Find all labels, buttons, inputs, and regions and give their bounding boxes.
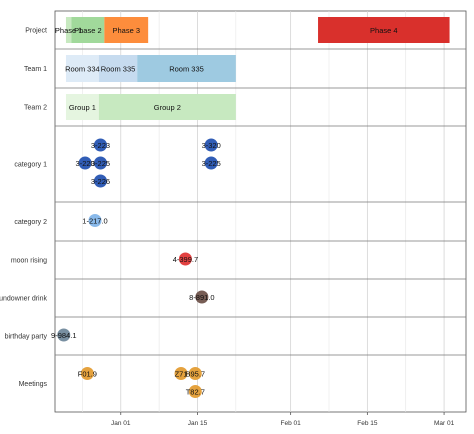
data-point-label: 3-223 (91, 141, 110, 150)
x-tick-label: Jan 01 (111, 420, 131, 427)
data-point-label: B95.7 (185, 370, 205, 379)
data-point (57, 328, 71, 342)
range-bar (65, 94, 99, 120)
range-bar (98, 94, 236, 120)
range-bar-label: Phase 2 (74, 26, 102, 35)
x-tick-label: Jan 15 (188, 420, 208, 427)
data-point (188, 367, 202, 380)
x-tick-label: Feb 15 (357, 420, 378, 427)
range-bar-label: Room 334 (65, 65, 100, 74)
lane-label: Team 2 (24, 105, 47, 112)
range-bar-label: Room 335 (101, 65, 136, 74)
lane-label: moon rising (11, 258, 47, 265)
data-point-label: 8-891.0 (189, 293, 214, 302)
data-point-label: 3-320 (202, 141, 221, 150)
data-point-label: 3-226 (91, 177, 110, 186)
data-point (188, 385, 202, 398)
range-bar-label: Phase 4 (370, 26, 398, 35)
range-bar-label: Phase 3 (112, 26, 140, 35)
data-point-label: 3-220 (76, 159, 95, 168)
data-point-label: 1-217.0 (82, 217, 107, 226)
data-point (93, 138, 107, 152)
data-point-label: 9-984.1 (51, 331, 76, 340)
x-tick-label: Feb 01 (281, 420, 302, 427)
range-bar (65, 55, 99, 82)
data-point (174, 367, 188, 380)
data-point (93, 156, 107, 170)
lane-label: sundowner drink (0, 296, 47, 303)
data-point (78, 156, 92, 170)
data-point (80, 367, 94, 380)
range-bar-label: Room 335 (169, 65, 204, 74)
range-bar (318, 17, 450, 43)
lane-label: Team 1 (24, 66, 47, 73)
data-point (93, 174, 107, 188)
range-bar (98, 55, 138, 82)
lane-label: Project (25, 28, 47, 35)
range-bar (65, 17, 72, 43)
lane-label: birthday party (5, 334, 48, 341)
data-point-label: F01.9 (78, 370, 97, 379)
data-point (178, 252, 192, 266)
range-bar-label: Group 2 (154, 103, 181, 112)
range-bar-label: Phase 1 (55, 26, 83, 35)
data-point-label: Z71 (175, 370, 188, 379)
data-point (88, 214, 102, 227)
data-point-label: 4-399.7 (173, 255, 198, 264)
data-point-label: 3-225 (91, 159, 110, 168)
data-point (204, 156, 218, 170)
data-point (204, 138, 218, 152)
range-bar (137, 55, 236, 82)
x-tick-label: Mar 01 (434, 420, 455, 427)
data-point-label: 3-225 (202, 159, 221, 168)
plot-border (54, 10, 467, 413)
lane-label: category 1 (14, 162, 47, 169)
data-point-label: T82.7 (186, 388, 205, 397)
range-bar (71, 17, 105, 43)
lane-label: category 2 (14, 219, 47, 226)
data-point (195, 290, 209, 304)
range-bar-label: Group 1 (69, 103, 96, 112)
range-bar (104, 17, 149, 43)
lane-label: Meetings (19, 381, 48, 388)
